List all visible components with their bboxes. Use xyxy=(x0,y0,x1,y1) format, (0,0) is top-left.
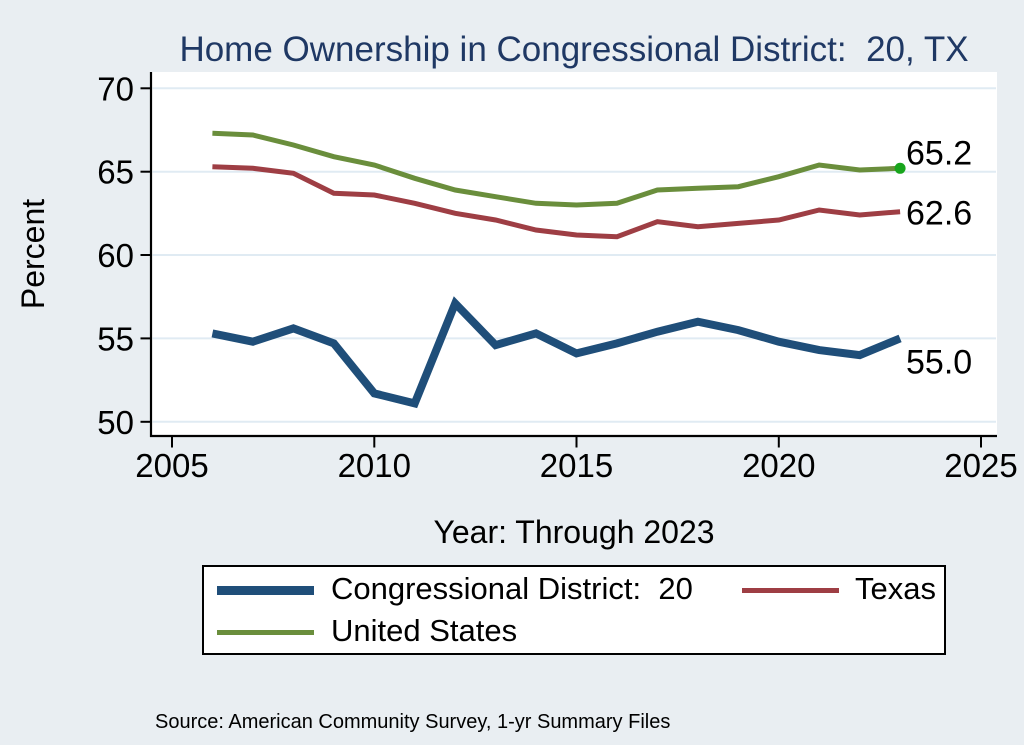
series-end-label-1: 62.6 xyxy=(906,195,972,233)
y-tick-label: 70 xyxy=(97,70,134,107)
series-line-1 xyxy=(212,164,901,240)
chart-title: Home Ownership in Congressional District… xyxy=(179,30,968,69)
legend-box: Congressional District: 20 Texas United … xyxy=(202,565,946,655)
y-tick-label: 60 xyxy=(97,237,134,274)
x-tick-label: 2025 xyxy=(944,447,1017,484)
chart-text: Home Ownership in Congressional District… xyxy=(15,30,972,550)
y-tick-label: 50 xyxy=(97,404,134,441)
y-tick-label: 55 xyxy=(97,320,134,357)
series-lines xyxy=(211,130,906,409)
legend-swatch-united-states xyxy=(217,630,314,635)
x-tick-label: 2020 xyxy=(742,447,815,484)
end-marker-dot xyxy=(894,162,906,174)
series-end-label-0: 55.0 xyxy=(906,343,972,381)
x-axis-title: Year: Through 2023 xyxy=(433,514,714,550)
axes: 50 55 60 65 70 2005 2010 2015 2020 2025 xyxy=(97,70,1017,484)
legend-swatch-congressional-district xyxy=(217,586,314,595)
legend-label-united-states: United States xyxy=(331,613,518,648)
series-end-label-2: 65.2 xyxy=(906,134,972,172)
series-line-2 xyxy=(212,130,901,208)
series-line-0 xyxy=(211,296,902,409)
legend-label-congressional-district: Congressional District: 20 xyxy=(331,571,693,606)
source-line-1: Source: American Community Survey, 1-yr … xyxy=(155,711,671,733)
x-tick-label: 2015 xyxy=(540,447,613,484)
y-axis-title: Percent xyxy=(15,199,51,309)
y-tick-label: 65 xyxy=(97,154,134,191)
x-tick-label: 2005 xyxy=(135,447,208,484)
source-note: Source: American Community Survey, 1-yr … xyxy=(155,666,879,745)
legend-label-texas: Texas xyxy=(855,571,936,606)
x-tick-label: 2010 xyxy=(338,447,411,484)
legend-swatch-texas xyxy=(742,588,839,593)
